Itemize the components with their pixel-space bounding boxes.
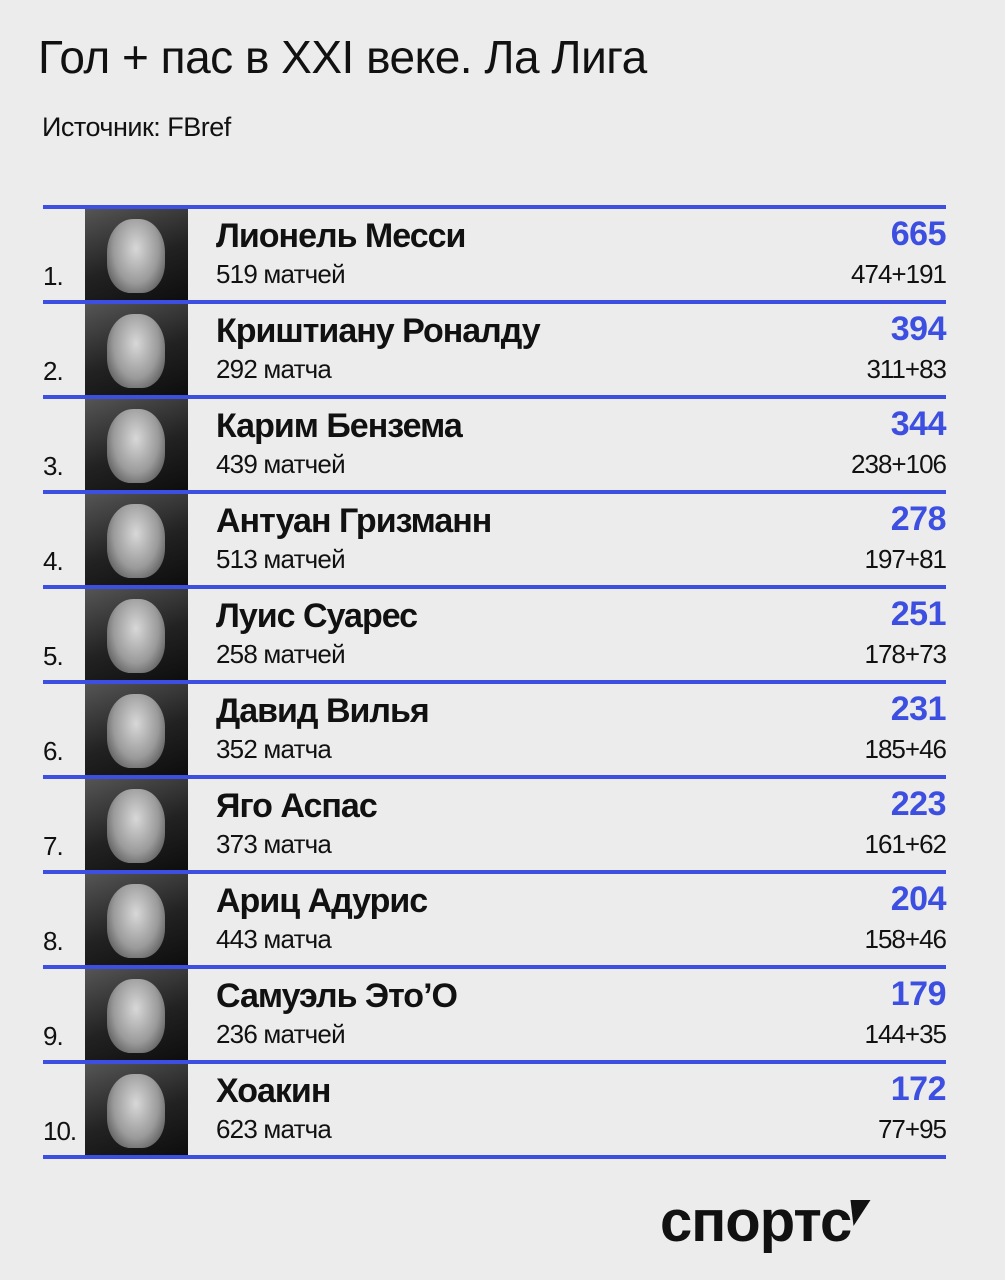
player-name: Ариц Адурис (216, 882, 428, 920)
player-name: Яго Аспас (216, 787, 378, 825)
player-photo (85, 494, 188, 585)
goal-plus-assist-total: 223 (890, 785, 947, 823)
matches-count: 513 матчей (216, 544, 346, 574)
player-row: 7. Яго Аспас 373 матча 223 161+62 (43, 775, 947, 870)
player-photo (85, 1064, 188, 1155)
player-photo (85, 209, 188, 300)
player-name: Карим Бензема (216, 407, 463, 445)
player-name: Давид Вилья (216, 692, 430, 730)
matches-count: 352 матча (216, 734, 332, 764)
player-face-image (107, 504, 165, 578)
player-name: Хоакин (216, 1072, 331, 1110)
source-label: Источник: FBref (42, 112, 231, 142)
rank: 9. (43, 1021, 64, 1051)
player-photo (85, 399, 188, 490)
rank: 4. (43, 546, 64, 576)
player-face-image (107, 884, 165, 958)
player-face-image (107, 409, 165, 483)
player-face-image (107, 789, 165, 863)
goals-assists-split: 185+46 (864, 734, 947, 764)
player-photo (85, 589, 188, 680)
goal-plus-assist-total: 278 (890, 500, 947, 538)
player-face-image (107, 599, 165, 673)
matches-count: 443 матча (216, 924, 332, 954)
matches-count: 292 матча (216, 354, 332, 384)
player-row: 5. Луис Суарес 258 матчей 251 178+73 (43, 585, 947, 680)
goal-plus-assist-total: 251 (890, 595, 947, 633)
goals-assists-split: 474+191 (851, 259, 947, 289)
player-row: 8. Ариц Адурис 443 матча 204 158+46 (43, 870, 947, 965)
player-row: 2. Криштиану Роналду 292 матча 394 311+8… (43, 300, 947, 395)
player-name: Антуан Гризманн (216, 502, 492, 540)
goal-plus-assist-total: 172 (890, 1070, 947, 1108)
matches-count: 236 матчей (216, 1019, 346, 1049)
goals-assists-split: 77+95 (877, 1114, 947, 1144)
player-face-image (107, 979, 165, 1053)
player-row: 6. Давид Вилья 352 матча 231 185+46 (43, 680, 947, 775)
goal-plus-assist-total: 344 (890, 405, 947, 443)
player-name: Криштиану Роналду (216, 312, 541, 350)
player-face-image (107, 1074, 165, 1148)
sports-logo: спортс (660, 1188, 871, 1255)
goals-assists-split: 178+73 (864, 639, 947, 669)
goals-assists-split: 161+62 (864, 829, 947, 859)
player-photo (85, 684, 188, 775)
matches-count: 373 матча (216, 829, 332, 859)
goals-assists-split: 311+83 (866, 354, 947, 384)
page-title: Гол + пас в XXI веке. Ла Лига (38, 31, 647, 83)
player-photo (85, 304, 188, 395)
player-name: Лионель Месси (216, 217, 466, 255)
goals-assists-split: 238+106 (851, 449, 947, 479)
rank: 2. (43, 356, 64, 386)
rank: 10. (43, 1116, 77, 1146)
rank: 6. (43, 736, 64, 766)
player-name: Луис Суарес (216, 597, 418, 635)
goal-plus-assist-total: 665 (890, 215, 947, 253)
goal-plus-assist-total: 179 (890, 975, 947, 1013)
player-face-image (107, 219, 165, 293)
matches-count: 439 матчей (216, 449, 346, 479)
player-name: Самуэль Это’О (216, 977, 458, 1015)
matches-count: 519 матчей (216, 259, 346, 289)
player-face-image (107, 314, 165, 388)
matches-count: 258 матчей (216, 639, 346, 669)
player-photo (85, 779, 188, 870)
rank: 5. (43, 641, 64, 671)
player-row: 3. Карим Бензема 439 матчей 344 238+106 (43, 395, 947, 490)
player-photo (85, 874, 188, 965)
rank: 3. (43, 451, 64, 481)
rank: 1. (43, 261, 64, 291)
player-face-image (107, 694, 165, 768)
goals-assists-split: 197+81 (864, 544, 947, 574)
rank: 8. (43, 926, 64, 956)
player-row: 1. Лионель Месси 519 матчей 665 474+191 (43, 205, 947, 300)
goal-plus-assist-total: 204 (890, 880, 947, 918)
goals-assists-split: 158+46 (864, 924, 947, 954)
player-row: 9. Самуэль Это’О 236 матчей 179 144+35 (43, 965, 947, 1060)
rank: 7. (43, 831, 64, 861)
logo-text: спортс (660, 1189, 852, 1254)
goals-assists-split: 144+35 (864, 1019, 947, 1049)
player-row: 4. Антуан Гризманн 513 матчей 278 197+81 (43, 490, 947, 585)
goal-plus-assist-total: 394 (890, 310, 947, 348)
ranking-list: 1. Лионель Месси 519 матчей 665 474+191 … (43, 205, 947, 1159)
player-row: 10. Хоакин 623 матча 172 77+95 (43, 1060, 947, 1159)
goal-plus-assist-total: 231 (890, 690, 947, 728)
player-photo (85, 969, 188, 1060)
matches-count: 623 матча (216, 1114, 332, 1144)
